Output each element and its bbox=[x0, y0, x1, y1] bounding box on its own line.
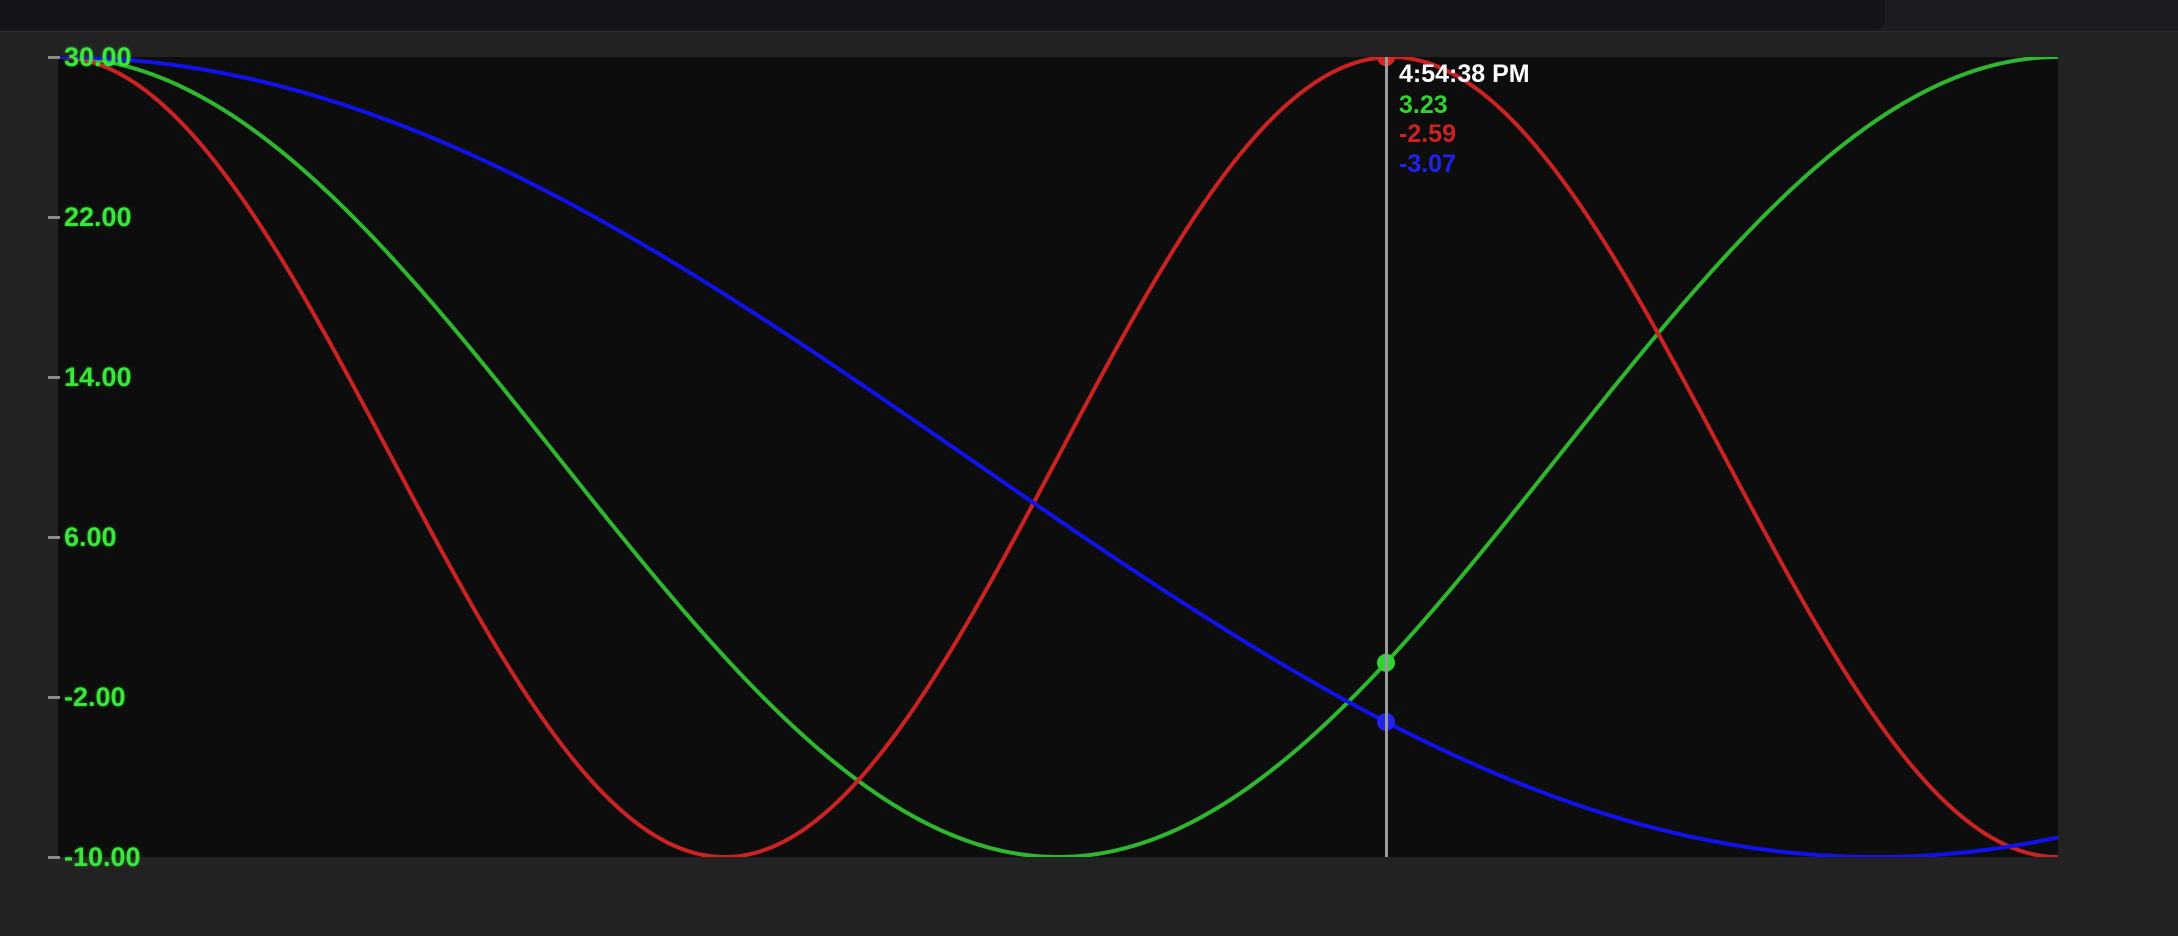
tooltip-value-blue: -3.07 bbox=[1399, 149, 1456, 178]
crosshair-line bbox=[1385, 57, 1388, 857]
window-tab-shape[interactable] bbox=[0, 0, 1885, 30]
tooltip-value-red: -2.59 bbox=[1399, 120, 1456, 148]
series-line-blue bbox=[58, 57, 2058, 857]
window-top-strip bbox=[0, 0, 2178, 32]
crosshair-tooltip: 4:54:38 PM 3.23 -2.59 -3.07 bbox=[1399, 60, 1530, 179]
tooltip-timestamp: 4:54:38 PM bbox=[1399, 60, 1530, 88]
series-line-red bbox=[58, 57, 2058, 857]
chart-panel[interactable]: 4:54:38 PM 3.23 -2.59 -3.07 bbox=[58, 57, 2058, 857]
tooltip-value-green: 3.23 bbox=[1399, 90, 1448, 119]
chart-plot-svg bbox=[58, 57, 2058, 857]
series-line-green bbox=[58, 57, 2058, 857]
